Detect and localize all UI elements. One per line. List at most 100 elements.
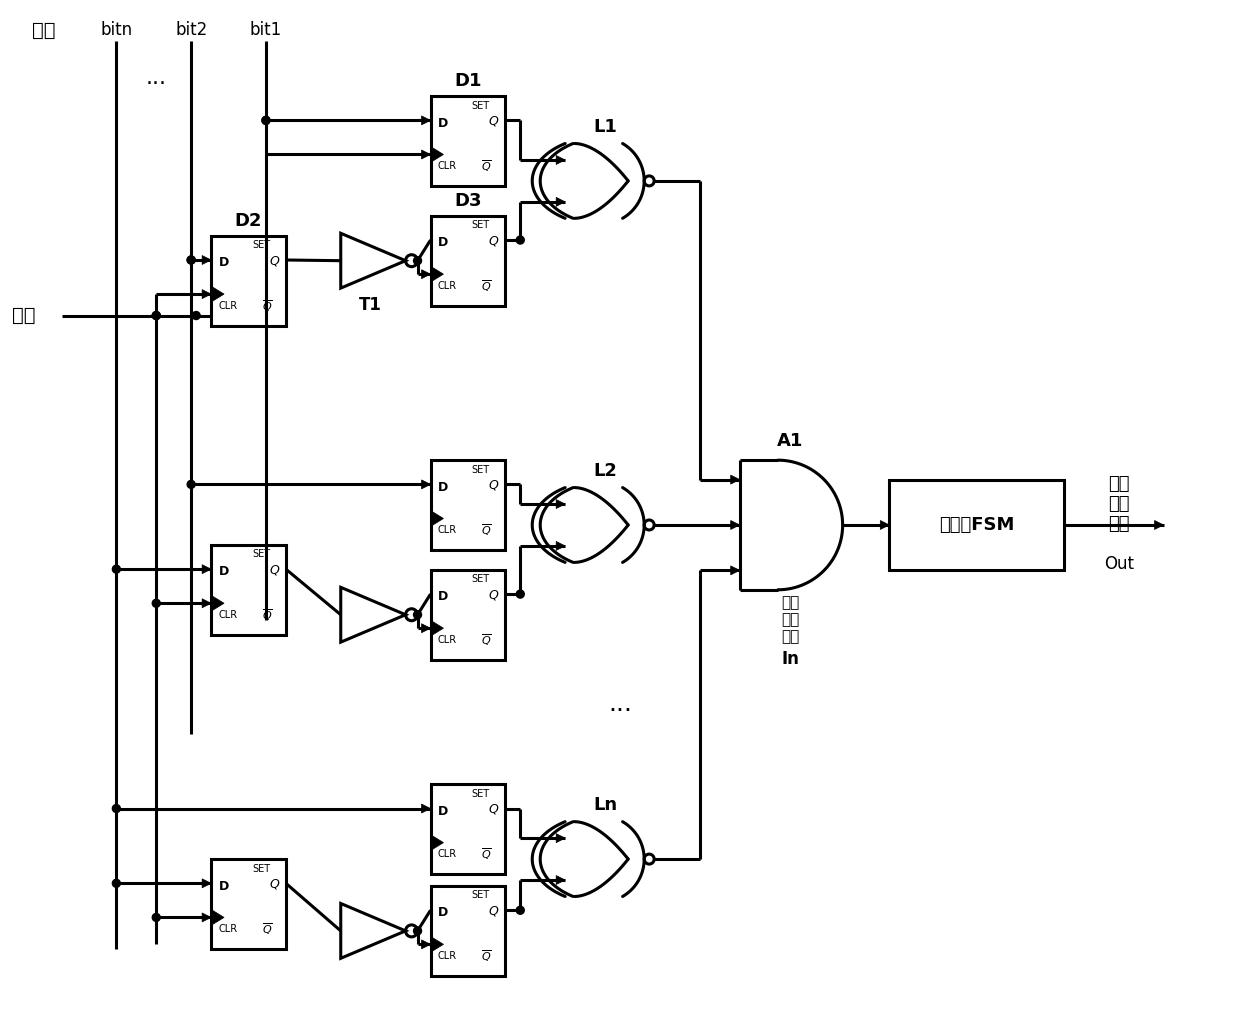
Text: D: D bbox=[438, 804, 448, 818]
Circle shape bbox=[113, 804, 120, 812]
Polygon shape bbox=[557, 155, 565, 165]
Polygon shape bbox=[430, 834, 444, 851]
Text: D: D bbox=[438, 236, 448, 249]
Bar bbox=[430, 461, 506, 550]
Text: A1: A1 bbox=[777, 433, 804, 450]
Bar bbox=[211, 236, 286, 326]
Polygon shape bbox=[202, 913, 211, 922]
Polygon shape bbox=[430, 620, 444, 637]
Bar bbox=[430, 886, 506, 976]
Text: Q: Q bbox=[269, 878, 279, 891]
Polygon shape bbox=[422, 940, 430, 949]
Polygon shape bbox=[557, 833, 565, 842]
Text: 输入: 输入 bbox=[31, 22, 55, 40]
Text: CLR: CLR bbox=[438, 161, 458, 171]
Text: CLR: CLR bbox=[218, 924, 238, 935]
Text: Q: Q bbox=[489, 589, 498, 601]
Circle shape bbox=[516, 907, 525, 914]
Circle shape bbox=[113, 880, 120, 887]
Circle shape bbox=[262, 116, 270, 124]
Circle shape bbox=[516, 236, 525, 244]
Text: Q: Q bbox=[269, 564, 279, 576]
Text: bit1: bit1 bbox=[249, 22, 281, 39]
Polygon shape bbox=[422, 116, 430, 125]
Polygon shape bbox=[202, 599, 211, 608]
Bar bbox=[430, 216, 506, 305]
Text: 结果: 结果 bbox=[1107, 515, 1130, 533]
Text: $\overline{Q}$: $\overline{Q}$ bbox=[262, 921, 273, 937]
Text: 结果: 结果 bbox=[781, 628, 800, 644]
Text: D: D bbox=[438, 590, 448, 603]
Circle shape bbox=[153, 914, 160, 921]
Text: SET: SET bbox=[471, 574, 490, 585]
Text: T1: T1 bbox=[358, 296, 382, 314]
Polygon shape bbox=[430, 147, 444, 162]
Text: D: D bbox=[218, 565, 229, 579]
Polygon shape bbox=[557, 541, 565, 551]
Polygon shape bbox=[730, 521, 740, 530]
Circle shape bbox=[113, 565, 120, 573]
Text: Out: Out bbox=[1104, 555, 1133, 573]
Text: $\overline{Q}$: $\overline{Q}$ bbox=[262, 608, 273, 623]
Text: SET: SET bbox=[252, 550, 270, 559]
Text: bit2: bit2 bbox=[175, 22, 207, 39]
Polygon shape bbox=[430, 937, 444, 952]
Polygon shape bbox=[211, 286, 224, 302]
Text: Q: Q bbox=[489, 115, 498, 127]
Text: 时钟: 时钟 bbox=[11, 306, 35, 325]
Text: D: D bbox=[438, 117, 448, 129]
Polygon shape bbox=[211, 910, 224, 925]
Polygon shape bbox=[422, 270, 430, 278]
Text: SET: SET bbox=[471, 100, 490, 111]
Polygon shape bbox=[880, 521, 889, 530]
Polygon shape bbox=[202, 565, 211, 573]
Polygon shape bbox=[211, 595, 224, 612]
Text: CLR: CLR bbox=[438, 634, 458, 645]
Text: bitn: bitn bbox=[100, 22, 133, 39]
Text: Q: Q bbox=[489, 235, 498, 247]
Polygon shape bbox=[557, 198, 565, 206]
Text: In: In bbox=[781, 650, 800, 668]
Text: 故障: 故障 bbox=[1107, 475, 1130, 493]
Circle shape bbox=[187, 480, 195, 489]
Polygon shape bbox=[730, 566, 740, 574]
Circle shape bbox=[192, 312, 200, 320]
Text: $\overline{Q}$: $\overline{Q}$ bbox=[481, 278, 492, 294]
Text: D: D bbox=[438, 907, 448, 919]
Polygon shape bbox=[730, 475, 740, 484]
Bar bbox=[211, 544, 286, 634]
Text: SET: SET bbox=[471, 890, 490, 900]
Polygon shape bbox=[422, 480, 430, 489]
Text: 比较: 比较 bbox=[781, 595, 800, 610]
Text: Q: Q bbox=[489, 479, 498, 492]
Text: $\overline{Q}$: $\overline{Q}$ bbox=[481, 948, 492, 964]
Text: CLR: CLR bbox=[438, 850, 458, 859]
Text: CLR: CLR bbox=[438, 951, 458, 962]
Text: $\overline{Q}$: $\overline{Q}$ bbox=[481, 523, 492, 538]
Text: 指示: 指示 bbox=[1107, 495, 1130, 513]
Bar bbox=[889, 480, 1064, 570]
Text: ...: ... bbox=[146, 68, 166, 88]
Polygon shape bbox=[1154, 521, 1163, 530]
Polygon shape bbox=[557, 500, 565, 508]
Text: D1: D1 bbox=[454, 72, 481, 90]
Text: 状态机FSM: 状态机FSM bbox=[939, 516, 1014, 534]
Bar bbox=[430, 785, 506, 874]
Text: D: D bbox=[218, 880, 229, 892]
Text: D2: D2 bbox=[234, 212, 262, 230]
Circle shape bbox=[414, 257, 422, 265]
Text: $\overline{Q}$: $\overline{Q}$ bbox=[481, 158, 492, 174]
Polygon shape bbox=[430, 510, 444, 527]
Text: CLR: CLR bbox=[438, 525, 458, 535]
Text: $\overline{Q}$: $\overline{Q}$ bbox=[481, 847, 492, 862]
Circle shape bbox=[516, 590, 525, 598]
Circle shape bbox=[187, 256, 195, 264]
Polygon shape bbox=[202, 256, 211, 265]
Text: SET: SET bbox=[252, 240, 270, 250]
Text: 输出: 输出 bbox=[781, 612, 800, 627]
Text: SET: SET bbox=[252, 863, 270, 874]
Text: D: D bbox=[438, 480, 448, 494]
Text: L2: L2 bbox=[593, 462, 618, 479]
Text: ...: ... bbox=[608, 692, 632, 716]
Bar bbox=[211, 859, 286, 949]
